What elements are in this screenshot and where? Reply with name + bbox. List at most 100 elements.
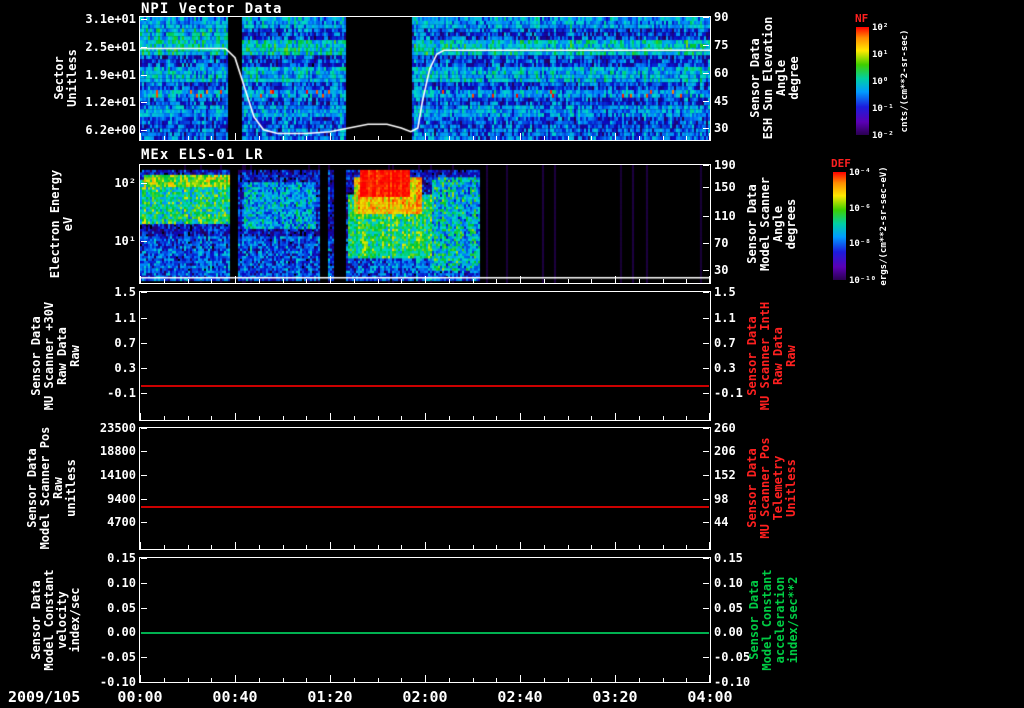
nf-colorbar-units: cnts/(cm**2-sr-sec) <box>900 29 910 133</box>
x-tick-mark <box>163 678 165 682</box>
x-tick-mark <box>211 136 213 140</box>
y-tick-label: 45 <box>714 93 729 108</box>
x-tick-mark <box>187 136 189 140</box>
panel-3-left-label: Sensor Data MU Scanner +30V Raw Data Raw <box>29 301 82 411</box>
y-tick-mark <box>141 130 147 132</box>
y-tick-mark <box>141 317 147 319</box>
y-tick-mark <box>141 428 147 429</box>
y-tick-label: 206 <box>714 444 736 459</box>
x-tick-mark <box>282 279 284 283</box>
x-tick-mark <box>543 136 545 140</box>
y-tick-mark <box>703 215 709 217</box>
x-tick-mark <box>401 136 403 140</box>
nf-colorbar-label: NF <box>855 12 869 25</box>
y-tick-label: 0.3 <box>114 361 136 376</box>
y-tick-mark <box>703 317 709 319</box>
y-tick-label: 0.00 <box>714 625 743 640</box>
panel-2-frame <box>139 164 711 284</box>
x-tick-mark <box>258 416 260 420</box>
x-tick-mark <box>377 678 379 682</box>
colorbar-tick-label: 10⁰ <box>872 77 889 87</box>
y-tick-mark <box>703 368 709 370</box>
y-tick-label: -0.1 <box>107 385 136 400</box>
x-tick-mark <box>353 545 355 549</box>
x-tick-mark <box>330 276 331 283</box>
y-tick-mark <box>703 242 709 244</box>
x-tick-mark <box>686 545 688 549</box>
x-tick-mark <box>520 413 521 420</box>
x-tick-mark <box>662 545 664 549</box>
x-tick-mark <box>448 279 450 283</box>
y-tick-label: 190 <box>714 158 736 172</box>
x-tick-mark <box>567 545 569 549</box>
panel-5-frame <box>139 557 711 683</box>
x-tick-mark <box>401 279 403 283</box>
colorbar-tick-label: 10⁻⁸ <box>849 239 871 250</box>
x-tick-mark <box>140 133 141 140</box>
x-tick-mark <box>425 276 426 283</box>
y-tick-mark <box>703 682 709 683</box>
y-tick-label: 44 <box>714 515 729 530</box>
y-tick-mark <box>703 607 709 609</box>
els-spectrogram-canvas <box>140 165 710 283</box>
x-tick-mark <box>662 279 664 283</box>
y-tick-mark <box>703 558 709 559</box>
y-tick-mark <box>141 292 147 293</box>
x-tick-mark <box>163 136 165 140</box>
y-tick-label: 18800 <box>99 444 136 459</box>
x-tick-label: 03:20 <box>592 688 638 706</box>
x-tick-label: 04:00 <box>687 688 733 706</box>
x-tick-mark <box>591 416 593 420</box>
def-colorbar-units: ergs/(cm**2-sr-sec-eV) <box>879 166 889 286</box>
y-tick-mark <box>703 187 709 189</box>
x-tick-mark <box>282 136 284 140</box>
y-tick-mark <box>141 74 147 76</box>
y-tick-label: 23500 <box>99 421 136 435</box>
x-tick-mark <box>709 675 710 682</box>
x-tick-mark <box>448 136 450 140</box>
x-tick-mark <box>377 136 379 140</box>
x-tick-mark <box>591 678 593 682</box>
y-tick-mark <box>703 657 709 659</box>
y-tick-mark <box>703 392 709 394</box>
colorbar-tick-label: 10⁻⁶ <box>849 203 871 214</box>
x-tick-mark <box>591 279 593 283</box>
x-tick-mark <box>163 279 165 283</box>
x-tick-mark <box>140 276 141 283</box>
y-tick-label: 60 <box>714 65 729 80</box>
x-tick-mark <box>686 416 688 420</box>
y-tick-label: -0.10 <box>99 675 136 689</box>
x-tick-mark <box>187 545 189 549</box>
y-tick-label: 30 <box>714 120 729 135</box>
x-tick-mark <box>448 416 450 420</box>
npi-spectrogram-canvas <box>140 17 710 140</box>
y-tick-label: 98 <box>714 491 729 506</box>
panel-5-left-label: Sensor Data Model Constant velocity inde… <box>29 569 82 671</box>
x-tick-mark <box>425 542 426 549</box>
y-tick-label: 0.10 <box>107 575 136 590</box>
x-tick-mark <box>163 416 165 420</box>
x-tick-mark <box>330 542 331 549</box>
x-tick-mark <box>662 136 664 140</box>
x-tick-mark <box>187 279 189 283</box>
x-tick-mark <box>543 678 545 682</box>
y-tick-label: 14100 <box>99 468 136 483</box>
y-tick-label: 10¹ <box>114 233 136 248</box>
y-tick-label: 0.15 <box>714 551 743 565</box>
x-tick-mark <box>638 416 640 420</box>
y-tick-label: -0.10 <box>714 675 751 689</box>
x-tick-mark <box>306 416 308 420</box>
x-tick-label: 01:20 <box>307 688 353 706</box>
x-tick-mark <box>638 678 640 682</box>
x-tick-mark <box>377 416 379 420</box>
x-tick-mark <box>258 678 260 682</box>
y-tick-label: -0.05 <box>99 650 136 665</box>
x-tick-mark <box>163 545 165 549</box>
y-tick-label: 3.1e+01 <box>85 12 136 27</box>
x-tick-mark <box>258 279 260 283</box>
x-tick-mark <box>567 416 569 420</box>
x-tick-mark <box>496 678 498 682</box>
y-tick-mark <box>703 475 709 477</box>
x-tick-mark <box>472 678 474 682</box>
